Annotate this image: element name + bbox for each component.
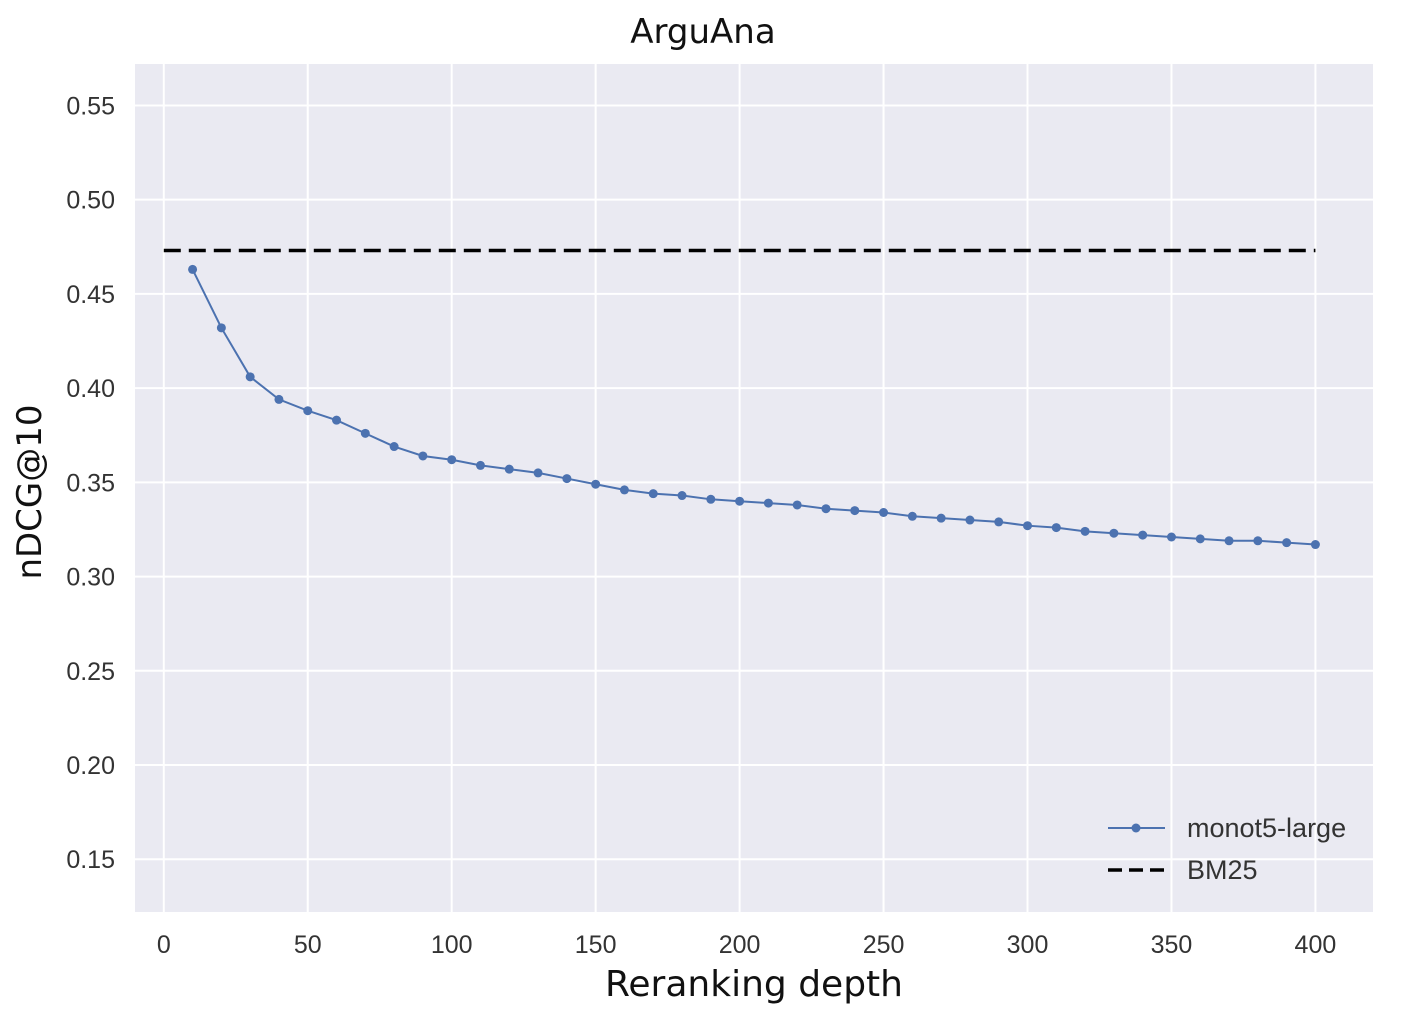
data-point-marker	[1253, 536, 1263, 546]
legend-label-monot5: monot5-large	[1187, 813, 1346, 843]
data-point-marker	[303, 406, 313, 416]
data-point-marker	[879, 507, 889, 517]
data-point-marker	[792, 500, 802, 510]
gridlines	[135, 64, 1373, 912]
data-point-marker	[332, 415, 342, 425]
x-axis-ticks: 0 50 100 150 200 250 300 350 400	[157, 931, 1336, 959]
y-tick-label: 0.15	[66, 846, 115, 874]
legend-label-bm25: BM25	[1187, 855, 1258, 885]
data-point-marker	[389, 442, 399, 452]
y-axis-ticks: 0.15 0.20 0.25 0.30 0.35 0.40 0.45 0.50 0.55	[66, 92, 115, 874]
data-point-marker	[1109, 528, 1119, 538]
data-point-marker	[591, 479, 601, 489]
data-point-marker	[562, 474, 572, 484]
data-point-marker	[360, 428, 370, 438]
x-tick-label: 50	[294, 931, 322, 959]
data-point-marker	[533, 468, 543, 478]
data-point-marker	[245, 372, 255, 382]
data-point-marker	[648, 489, 658, 499]
data-point-marker	[1195, 534, 1205, 544]
x-tick-label: 250	[863, 931, 905, 959]
x-tick-label: 150	[575, 931, 617, 959]
legend: monot5-large BM25	[1108, 813, 1346, 885]
monot5-large-line	[191, 268, 1316, 546]
data-point-marker	[418, 451, 428, 461]
data-point-marker	[475, 460, 485, 470]
data-point-marker	[821, 504, 831, 514]
data-point-marker	[274, 394, 284, 404]
data-point-marker	[1166, 532, 1176, 542]
data-point-marker	[850, 506, 860, 516]
y-tick-label: 0.45	[66, 281, 115, 309]
x-tick-label: 400	[1295, 931, 1337, 959]
data-point-marker	[735, 496, 745, 506]
x-tick-label: 300	[1007, 931, 1049, 959]
data-point-marker	[1051, 523, 1061, 533]
chart-title: ArguAna	[630, 12, 776, 52]
data-point-marker	[907, 511, 917, 521]
x-tick-label: 100	[431, 931, 473, 959]
data-point-marker	[619, 485, 629, 495]
data-point-marker	[1224, 536, 1234, 546]
data-point-marker	[216, 323, 226, 333]
data-point-marker	[1080, 526, 1090, 536]
data-point-marker	[1310, 540, 1320, 550]
data-point-marker	[447, 455, 457, 465]
y-tick-label: 0.55	[66, 92, 115, 120]
y-tick-label: 0.30	[66, 564, 115, 592]
y-tick-label: 0.40	[66, 375, 115, 403]
x-tick-label: 350	[1151, 931, 1193, 959]
plot-area	[135, 64, 1373, 912]
x-tick-label: 0	[157, 931, 171, 959]
data-point-marker	[706, 494, 716, 504]
legend-monot5-marker-icon	[1131, 823, 1141, 833]
data-point-marker	[994, 517, 1004, 527]
data-point-marker	[1138, 530, 1148, 540]
y-tick-label: 0.50	[66, 187, 115, 215]
data-point-marker	[936, 513, 946, 523]
data-point-marker	[504, 464, 514, 474]
data-point-marker	[965, 515, 975, 525]
data-point-marker	[1282, 538, 1292, 548]
y-tick-label: 0.25	[66, 658, 115, 686]
data-point-marker	[763, 498, 773, 508]
y-tick-label: 0.35	[66, 469, 115, 497]
y-tick-label: 0.20	[66, 752, 115, 780]
data-point-marker	[677, 491, 687, 501]
x-tick-label: 200	[719, 931, 761, 959]
data-point-marker	[1023, 521, 1033, 531]
x-axis-label: Reranking depth	[605, 964, 903, 1005]
data-point-marker	[188, 264, 198, 274]
data-series	[163, 248, 1320, 550]
